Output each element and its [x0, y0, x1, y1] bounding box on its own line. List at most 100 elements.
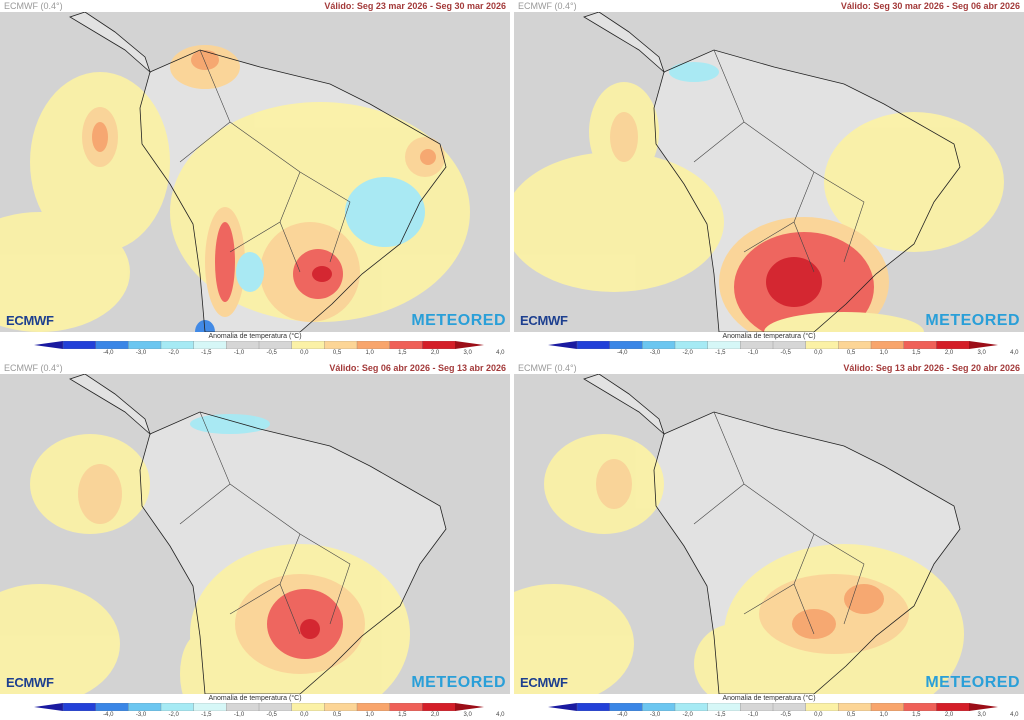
colorbar-tick: -3,0 — [135, 712, 147, 718]
colorbar-tick: 0,5 — [846, 350, 856, 356]
anomaly-area — [764, 312, 924, 332]
colorbar-tick: -4,0 — [103, 712, 114, 718]
colorbar-segment — [805, 703, 839, 711]
colorbar-segment — [160, 341, 195, 349]
valid-period: Válido: Seg 23 mar 2026 - Seg 30 mar 202… — [324, 1, 506, 11]
valid-period: Válido: Seg 30 mar 2026 - Seg 06 abr 202… — [840, 1, 1020, 11]
colorbar-title: Anomalia de temperatura (°C) — [208, 695, 302, 702]
colorbar-low-tip — [34, 341, 63, 349]
colorbar-tick: 4,0 — [496, 350, 505, 356]
anomaly-map: ECMWF METEORED — [0, 12, 510, 332]
colorbar-segment — [772, 341, 807, 349]
colorbar-segment — [674, 703, 709, 711]
anomaly-area — [92, 122, 108, 152]
anomaly-map: ECMWF METEORED — [514, 374, 1024, 694]
colorbar-segment — [291, 703, 325, 711]
colorbar-segment — [707, 703, 741, 711]
coastline — [139, 411, 447, 694]
colorbar-segment — [903, 703, 937, 711]
meteored-logo: METEORED — [411, 674, 506, 691]
colorbar-tick: -1,0 — [747, 712, 759, 718]
colorbar-segment — [128, 341, 162, 349]
model-label: ECMWF (0.4°) — [4, 363, 63, 373]
country-borders — [179, 49, 351, 273]
colorbar-tick: 0,0 — [814, 712, 823, 718]
colorbar-tick: 2,0 — [944, 350, 954, 356]
colorbar-segment — [160, 703, 195, 711]
anomaly-area — [596, 459, 632, 509]
colorbar-segment — [805, 341, 839, 349]
colorbar-high-tip — [969, 703, 998, 711]
country-borders — [179, 411, 351, 635]
colorbar-tick: -1,0 — [747, 350, 759, 356]
colorbar-tick: -4,0 — [103, 350, 114, 356]
anomaly-area — [514, 584, 634, 694]
ecmwf-logo: ECMWF — [520, 675, 568, 690]
country-borders — [693, 411, 865, 635]
land-central-america — [70, 12, 150, 72]
colorbar-segment — [389, 341, 423, 349]
anomaly-area — [312, 266, 332, 282]
coastline — [583, 374, 665, 436]
colorbar-segment — [870, 341, 905, 349]
colorbar-tick: 1,0 — [365, 712, 374, 718]
colorbar — [548, 703, 998, 711]
colorbar-tick: -1,5 — [715, 350, 726, 356]
colorbar-segment — [674, 341, 709, 349]
colorbar-ticks: -4,0 -3,0 -2,0 -1,5 -1,0 -0,5 0,0 0,5 1,0 1,5 2,0 3… — [514, 350, 1024, 358]
anomaly-area — [195, 320, 215, 332]
colorbar-tick: 0,5 — [332, 350, 342, 356]
colorbar-tick: 1,5 — [912, 712, 921, 718]
coastline — [653, 411, 961, 694]
colorbar-segment — [258, 703, 293, 711]
anomaly-area — [0, 212, 130, 332]
colorbar-segment — [193, 341, 227, 349]
colorbar-segment — [389, 703, 423, 711]
colorbar-tick: 4,0 — [496, 712, 505, 718]
colorbar-segment — [95, 341, 129, 349]
anomaly-area — [759, 574, 909, 654]
colorbar-segment — [324, 703, 358, 711]
colorbar-tick: 2,0 — [430, 712, 440, 718]
colorbar-tick: 1,5 — [398, 712, 407, 718]
anomaly-area — [420, 149, 436, 165]
anomaly-area — [766, 257, 822, 307]
anomaly-area — [300, 619, 320, 639]
colorbar-segment — [356, 341, 391, 349]
anomaly-area — [610, 112, 638, 162]
colorbar-tick: 2,0 — [430, 350, 440, 356]
colorbar-low-tip — [548, 341, 577, 349]
anomaly-area — [190, 414, 270, 434]
land-central-america — [70, 374, 150, 434]
coastline — [653, 49, 961, 332]
colorbar-segment — [936, 341, 970, 349]
model-label: ECMWF (0.4°) — [4, 1, 63, 11]
colorbar-tick: 1,5 — [398, 350, 407, 356]
colorbar-segment — [642, 703, 676, 711]
colorbar-tick: -2,0 — [168, 350, 179, 356]
colorbar-tick: -2,0 — [682, 350, 693, 356]
colorbar-tick: 3,0 — [977, 350, 986, 356]
colorbar-tick: 3,0 — [977, 712, 986, 718]
country-borders — [693, 49, 865, 273]
colorbar-segment — [903, 341, 937, 349]
meteored-logo: METEORED — [411, 312, 506, 329]
ecmwf-logo: ECMWF — [520, 313, 568, 328]
colorbar — [34, 341, 484, 349]
colorbar-segment — [576, 703, 611, 711]
colorbar-tick: 3,0 — [463, 712, 472, 718]
land-central-america — [584, 374, 664, 434]
colorbar-segment — [95, 703, 129, 711]
colorbar-tick: 4,0 — [1010, 712, 1019, 718]
colorbar-tick: 1,5 — [912, 350, 921, 356]
ecmwf-logo: ECMWF — [6, 313, 54, 328]
anomaly-area — [78, 464, 122, 524]
colorbar-tick: -2,0 — [682, 712, 693, 718]
anomaly-area — [345, 177, 425, 247]
colorbar-tick: 0,0 — [300, 712, 309, 718]
colorbar-segment — [193, 703, 227, 711]
colorbar-tick: -0,5 — [266, 350, 277, 356]
anomaly-area — [236, 252, 264, 292]
colorbar-ticks: -4,0 -3,0 -2,0 -1,5 -1,0 -0,5 0,0 0,5 1,0 1,5 2,0 3… — [0, 712, 510, 720]
colorbar-high-tip — [455, 703, 484, 711]
